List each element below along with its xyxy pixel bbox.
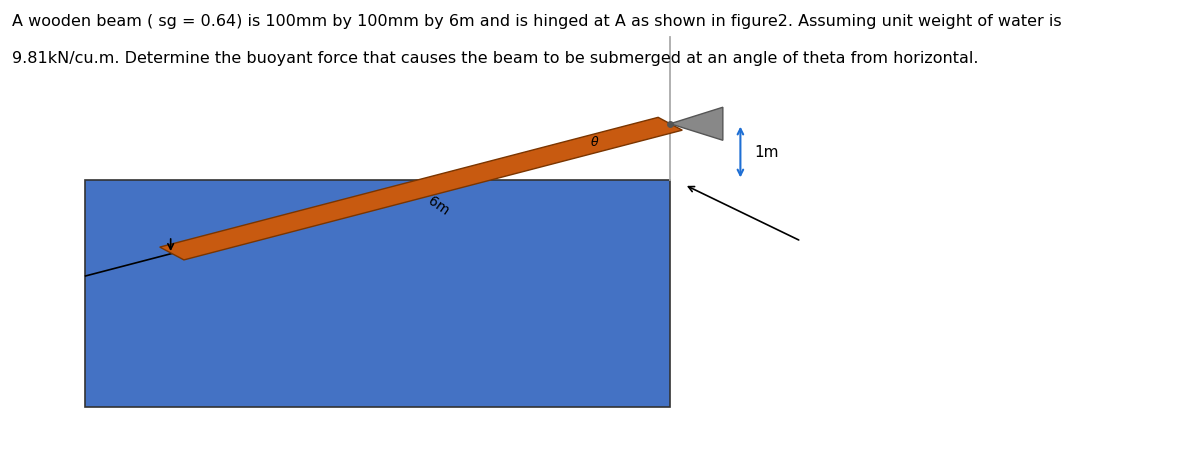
- Bar: [85, 180, 671, 406]
- Text: 1m: 1m: [755, 145, 779, 159]
- Text: θ: θ: [590, 135, 598, 148]
- Text: A wooden beam ( sg = 0.64) is 100mm by 100mm by 6m and is hinged at A as shown i: A wooden beam ( sg = 0.64) is 100mm by 1…: [12, 14, 1062, 29]
- Polygon shape: [160, 117, 683, 260]
- Text: 9.81kN/cu.m. Determine the buoyant force that causes the beam to be submerged at: 9.81kN/cu.m. Determine the buoyant force…: [12, 51, 978, 66]
- Polygon shape: [671, 107, 722, 140]
- Text: 6m: 6m: [425, 194, 451, 218]
